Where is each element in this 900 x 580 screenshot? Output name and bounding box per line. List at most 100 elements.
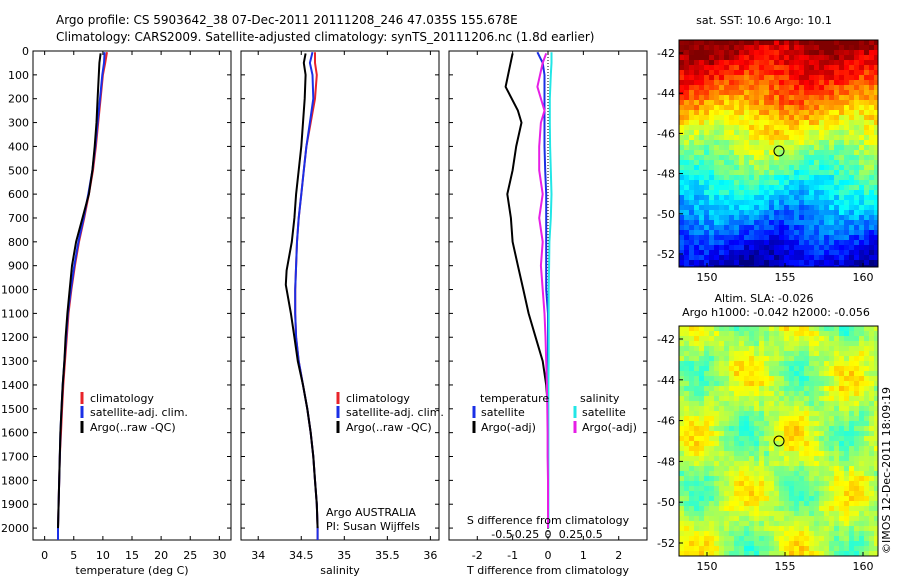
map-cell [714, 536, 719, 541]
map-cell [824, 60, 829, 65]
map-cell [804, 155, 809, 160]
map-cell [844, 195, 849, 200]
map-cell [704, 150, 709, 155]
map-cell [734, 466, 739, 471]
map-cell [699, 411, 704, 416]
map-cell [869, 230, 874, 235]
map-cell [699, 90, 704, 95]
map-cell [704, 170, 709, 175]
map-cell [719, 351, 724, 356]
map-cell [809, 531, 814, 536]
map-cell [859, 551, 864, 556]
map-cell [849, 501, 854, 506]
map-cell [719, 451, 724, 456]
map-cell [789, 70, 794, 75]
map-cell [744, 451, 749, 456]
map-cell [804, 220, 809, 225]
map-cell [769, 50, 774, 55]
map-cell [794, 416, 799, 421]
map-cell [734, 416, 739, 421]
map-cell [729, 331, 734, 336]
map-cell [864, 125, 869, 130]
series-line [57, 53, 102, 529]
map-cell [719, 436, 724, 441]
map-cell [679, 245, 684, 250]
map-cell [679, 100, 684, 105]
map-cell [834, 341, 839, 346]
map-cell [764, 406, 769, 411]
map-cell [759, 531, 764, 536]
map-cell [759, 341, 764, 346]
map-cell [809, 170, 814, 175]
map-cell [829, 501, 834, 506]
map-cell [819, 466, 824, 471]
map-cell [709, 225, 714, 230]
map-cell [774, 421, 779, 426]
map-cell [789, 361, 794, 366]
map-cell [874, 265, 878, 267]
map-cell [814, 115, 819, 120]
map-cell [824, 85, 829, 90]
map-cell [824, 551, 829, 556]
map-cell [804, 371, 809, 376]
map-cell [684, 511, 689, 516]
map-cell [839, 386, 844, 391]
map-cell [839, 416, 844, 421]
map-cell [834, 250, 839, 255]
map-cell [684, 235, 689, 240]
map-cell [719, 341, 724, 346]
map-cell [784, 170, 789, 175]
map-cell [799, 215, 804, 220]
map-cell [729, 326, 734, 331]
map-cell [679, 120, 684, 125]
map-cell [819, 441, 824, 446]
map-cell [849, 165, 854, 170]
map-cell [739, 451, 744, 456]
map-cell [689, 506, 694, 511]
map-cell [854, 411, 859, 416]
map-cell [839, 40, 844, 45]
map-cell [754, 511, 759, 516]
map-cell [824, 75, 829, 80]
map-cell [689, 356, 694, 361]
map-cell [784, 346, 789, 351]
map-cell [829, 190, 834, 195]
map-cell [804, 175, 809, 180]
map-cell [734, 366, 739, 371]
map-cell [749, 125, 754, 130]
map-cell [789, 140, 794, 145]
map-cell [804, 531, 809, 536]
map-cell [839, 110, 844, 115]
map-cell [799, 491, 804, 496]
map-cell [799, 496, 804, 501]
map-cell [864, 180, 869, 185]
map-cell [824, 376, 829, 381]
map-cell [724, 466, 729, 471]
map-cell [849, 105, 854, 110]
map-cell [734, 476, 739, 481]
map-cell [769, 195, 774, 200]
map-cell [729, 361, 734, 366]
map-cell [809, 125, 814, 130]
map-cell [734, 90, 739, 95]
map-cell [714, 481, 719, 486]
map-cell [714, 175, 719, 180]
map-cell [704, 351, 709, 356]
map-cell [734, 481, 739, 486]
map-cell [714, 210, 719, 215]
map-cell [719, 441, 724, 446]
map-cell [834, 476, 839, 481]
map-cell [709, 130, 714, 135]
map-cell [734, 145, 739, 150]
map-cell [869, 371, 874, 376]
map-cell [849, 361, 854, 366]
map-cell [854, 95, 859, 100]
map-cell [834, 396, 839, 401]
map-cell [819, 361, 824, 366]
map-cell [854, 175, 859, 180]
legend-label-t-satellite: satellite [481, 406, 525, 419]
map-cell [729, 531, 734, 536]
map-cell [799, 75, 804, 80]
map-cell [734, 140, 739, 145]
